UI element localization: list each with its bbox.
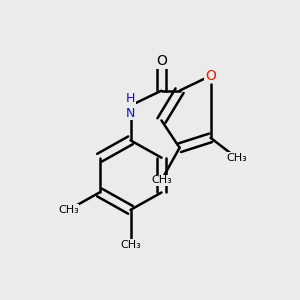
Text: CH₃: CH₃ [58,205,79,215]
Text: CH₃: CH₃ [120,240,141,250]
Text: O: O [205,69,216,83]
Text: CH₃: CH₃ [226,153,247,163]
Text: O: O [156,54,167,68]
Text: CH₃: CH₃ [151,175,172,185]
Text: H
N: H N [126,92,135,119]
